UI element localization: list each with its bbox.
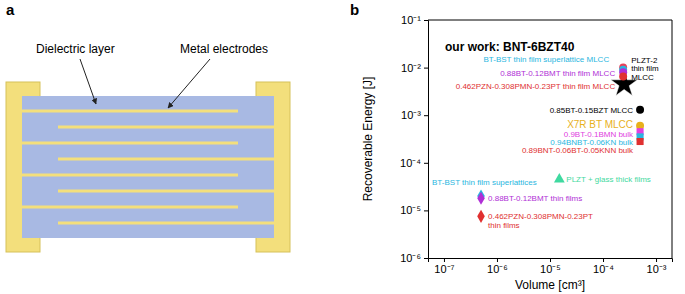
tick-mark [550, 258, 551, 262]
tick-mark [603, 258, 604, 262]
panel-label: a [6, 1, 15, 18]
label-line: X7R BT MLCC [567, 119, 633, 130]
axis-line [429, 259, 673, 263]
electrode-layer [58, 126, 274, 129]
electrode-layer [22, 142, 238, 145]
electrode-layer [58, 190, 274, 193]
tick-label: 10⁻³ [647, 263, 667, 275]
arrow [168, 59, 210, 108]
tick: 10⁻⁴ [593, 258, 614, 275]
tick-mark [424, 115, 428, 116]
label-line: BT-BST thin film superlattices [432, 178, 537, 187]
point-label: 0.462PZN-0.308PMN-0.23PTthin films [488, 212, 593, 230]
point-label: X7R BT MLCC [567, 119, 633, 130]
point-label: 0.462PZN-0.308PMN-0.23PT thin film MLCC [456, 82, 616, 91]
panel-label: b [350, 1, 359, 18]
point-label: 0.88BT-0.12BMT thin films [488, 194, 582, 203]
x-axis: 10⁻⁷ 10⁻⁶ 10⁻⁵ 10⁻⁴ 10⁻³ [429, 258, 673, 275]
tick-label: 10⁻² [401, 62, 421, 74]
label-line: 0.462PZN-0.308PMN-0.23PT thin film MLCC [456, 82, 616, 91]
label-line: PLZT + glass thick films [566, 175, 651, 184]
label-line: 0.462PZN-0.308PMN-0.23PT [488, 212, 593, 221]
tick-label: 10⁻⁴ [593, 263, 614, 275]
tick: 10⁻⁷ [434, 258, 454, 275]
label-line: 0.88BT-0.12BMT thin films [488, 194, 582, 203]
tick-mark [444, 258, 445, 262]
electrode-layer [22, 110, 238, 113]
tick: 10⁻⁵ [400, 204, 428, 216]
tick-label: 10⁻³ [401, 109, 421, 121]
dielectric [22, 96, 274, 238]
y-axis: 10⁻⁶ 10⁻⁵ 10⁻⁴ 10⁻³ 10⁻² 10⁻¹ [400, 14, 428, 264]
tick-mark [424, 163, 428, 164]
tick: 10⁻⁶ [487, 258, 508, 275]
tick: 10⁻⁴ [400, 157, 428, 169]
frame-right [672, 20, 673, 258]
point-label: 0.85BT-0.15BZT MLCC [550, 106, 634, 115]
point-label: PLZT + glass thick films [566, 175, 651, 184]
annotations: our work: BNT-6BZT40 PLZT-2thin filmMLCC B… [432, 40, 659, 230]
tick-label: 10⁻⁵ [540, 263, 561, 275]
tick: 10⁻² [401, 62, 428, 74]
label-line: 0.88BT-0.12BMT thin film MLCC [500, 69, 615, 78]
label-line: our work: BNT-6BZT40 [445, 40, 575, 54]
tick-mark [424, 20, 428, 21]
label-line: PLZT-2 [631, 56, 658, 65]
tick: 10⁻⁵ [540, 258, 561, 275]
point-label: PLZT-2thin filmMLCC [631, 56, 659, 83]
point-label: 0.89BNT-0.06BT-0.05KNN bulk [522, 146, 634, 155]
point [637, 138, 644, 145]
panel-a: a Dielectric layer Metal electrodes [6, 1, 290, 252]
figure: aDielectric layerMetal electrodesb10⁻⁷10… [0, 0, 685, 294]
electrode-layer [22, 174, 238, 177]
point [477, 210, 485, 223]
tick-label: 10⁻⁶ [487, 263, 508, 275]
panel-b: b10⁻⁷10⁻⁶10⁻⁵10⁻⁴10⁻³10⁻⁶10⁻⁵10⁻⁴10⁻³10⁻… [350, 1, 673, 292]
dielectric-label: Dielectric layer [36, 42, 115, 56]
tick-label: 10⁻⁶ [400, 252, 421, 264]
tick-mark [497, 258, 498, 262]
tick: 10⁻¹ [401, 14, 428, 26]
point-label: 0.88BT-0.12BMT thin film MLCC [500, 69, 615, 78]
arrow [80, 59, 96, 104]
electrode-layer [58, 158, 274, 161]
label-line: 0.85BT-0.15BZT MLCC [550, 106, 634, 115]
point-label: our work: BNT-6BZT40 [445, 40, 575, 54]
tick-label: 10⁻¹ [401, 14, 421, 26]
point [636, 106, 644, 114]
tick-label: 10⁻⁴ [400, 157, 421, 169]
label-line: BT-BST thin film superlattice MLCC [484, 55, 610, 64]
tick-mark [424, 68, 428, 69]
electrode-layer [58, 222, 274, 225]
tick: 10⁻³ [401, 109, 428, 121]
label-line: thin film [631, 64, 659, 73]
tick-mark [424, 210, 428, 211]
electrode-label: Metal electrodes [180, 42, 268, 56]
axis-line [424, 21, 429, 259]
tick-mark [424, 258, 428, 259]
electrode-layer [22, 206, 238, 209]
point [477, 192, 485, 205]
frame-top [428, 20, 672, 21]
point-label: BT-BST thin film superlattices [432, 178, 537, 187]
tick-label: 10⁻⁷ [434, 263, 454, 275]
tick: 10⁻⁶ [400, 252, 428, 264]
point [554, 173, 565, 182]
label-line: thin films [488, 221, 520, 230]
tick-mark [656, 258, 657, 262]
point-label: BT-BST thin film superlattice MLCC [484, 55, 610, 64]
point [619, 73, 627, 81]
tick: 10⁻³ [647, 258, 667, 275]
label-line: MLCC [631, 73, 654, 82]
y-axis-title: Recoverable Energy [J] [361, 77, 375, 202]
x-axis-title: Volume [cm³] [515, 278, 585, 292]
label-line: 0.89BNT-0.06BT-0.05KNN bulk [522, 146, 634, 155]
tick-label: 10⁻⁵ [400, 204, 421, 216]
